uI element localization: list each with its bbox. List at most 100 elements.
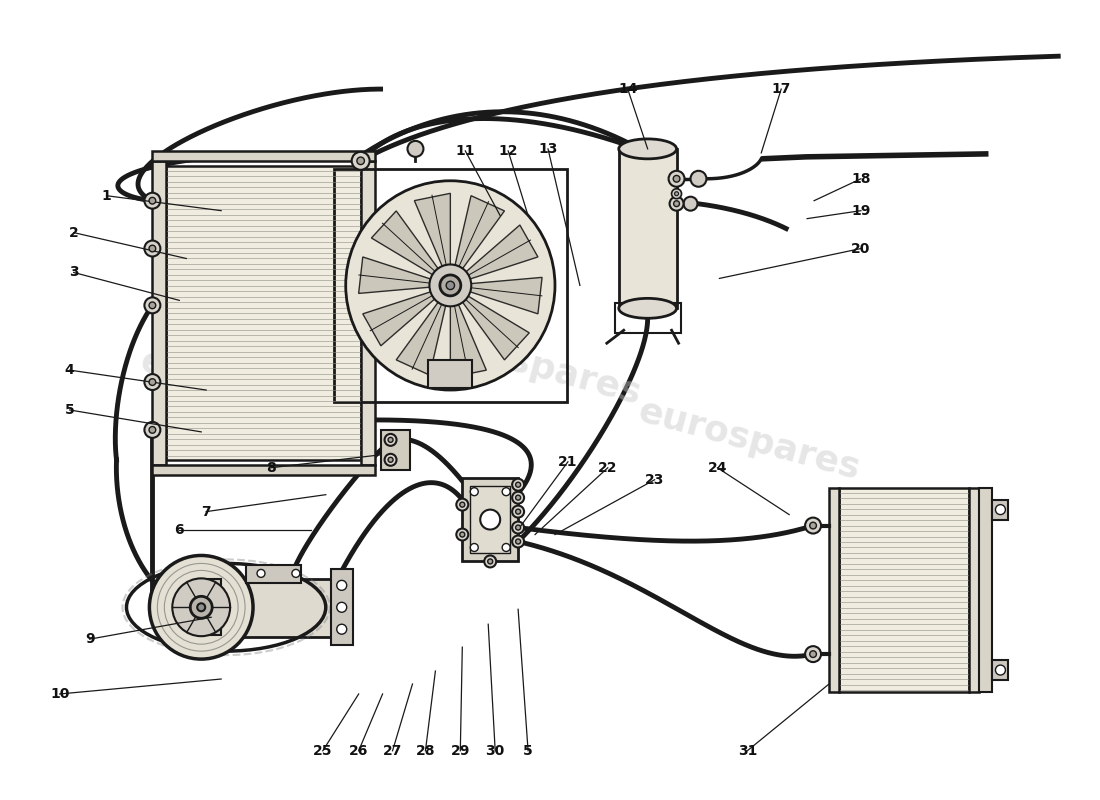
Ellipse shape xyxy=(619,139,676,159)
Bar xyxy=(428,360,472,388)
Polygon shape xyxy=(363,292,434,346)
Text: 18: 18 xyxy=(851,172,871,186)
Text: 1: 1 xyxy=(101,189,111,202)
Circle shape xyxy=(460,532,465,537)
Circle shape xyxy=(429,265,471,306)
Bar xyxy=(381,430,410,470)
Circle shape xyxy=(148,378,156,386)
Circle shape xyxy=(197,603,206,611)
Text: 13: 13 xyxy=(538,142,558,156)
Bar xyxy=(968,488,979,692)
Polygon shape xyxy=(455,196,505,269)
Polygon shape xyxy=(359,257,430,294)
Text: 5: 5 xyxy=(524,744,534,758)
Text: 8: 8 xyxy=(266,461,276,474)
Circle shape xyxy=(487,559,493,564)
Circle shape xyxy=(810,650,816,658)
Polygon shape xyxy=(466,225,538,279)
Bar xyxy=(153,161,166,465)
Text: 29: 29 xyxy=(451,744,470,758)
Circle shape xyxy=(190,596,212,618)
Circle shape xyxy=(481,510,500,530)
Circle shape xyxy=(460,502,465,507)
Circle shape xyxy=(516,482,520,487)
Circle shape xyxy=(456,529,469,541)
Circle shape xyxy=(337,580,346,590)
Polygon shape xyxy=(396,302,446,375)
Circle shape xyxy=(471,543,478,551)
Polygon shape xyxy=(372,211,438,274)
Text: 22: 22 xyxy=(598,461,617,474)
Circle shape xyxy=(144,193,161,209)
Circle shape xyxy=(388,458,393,462)
Bar xyxy=(979,488,992,692)
Polygon shape xyxy=(471,278,542,314)
Circle shape xyxy=(516,525,520,530)
Circle shape xyxy=(691,170,706,186)
Circle shape xyxy=(805,646,821,662)
Circle shape xyxy=(673,201,680,206)
Bar xyxy=(615,303,681,334)
Bar xyxy=(992,500,1009,519)
Circle shape xyxy=(513,535,524,547)
Circle shape xyxy=(996,665,1005,675)
Circle shape xyxy=(503,543,510,551)
Circle shape xyxy=(352,152,370,170)
Circle shape xyxy=(503,488,510,496)
Circle shape xyxy=(356,157,364,165)
Circle shape xyxy=(516,539,520,544)
Circle shape xyxy=(996,505,1005,514)
Text: 3: 3 xyxy=(69,266,78,279)
Bar xyxy=(471,486,510,554)
Circle shape xyxy=(144,422,161,438)
Circle shape xyxy=(513,506,524,518)
Text: 24: 24 xyxy=(707,461,727,474)
Text: 14: 14 xyxy=(618,82,638,96)
Text: 2: 2 xyxy=(69,226,78,239)
Polygon shape xyxy=(415,194,450,266)
Text: eurospares: eurospares xyxy=(635,394,865,486)
Circle shape xyxy=(447,282,454,290)
Text: 20: 20 xyxy=(851,242,870,255)
Circle shape xyxy=(407,141,424,157)
Circle shape xyxy=(673,175,680,182)
Circle shape xyxy=(513,492,524,504)
Circle shape xyxy=(148,302,156,309)
Circle shape xyxy=(516,495,520,500)
Text: 25: 25 xyxy=(314,744,332,758)
Text: 19: 19 xyxy=(851,204,870,218)
Text: 11: 11 xyxy=(455,144,475,158)
Circle shape xyxy=(388,438,393,442)
Bar xyxy=(992,660,1009,680)
Circle shape xyxy=(144,374,161,390)
Circle shape xyxy=(810,522,816,529)
Circle shape xyxy=(337,624,346,634)
Circle shape xyxy=(385,454,396,466)
Text: 6: 6 xyxy=(175,522,184,537)
Polygon shape xyxy=(450,305,486,378)
Circle shape xyxy=(456,498,469,510)
Text: 5: 5 xyxy=(65,403,75,417)
Circle shape xyxy=(385,434,396,446)
Bar xyxy=(839,488,968,692)
Bar xyxy=(201,579,221,635)
Text: eurospares: eurospares xyxy=(136,344,366,436)
Text: 28: 28 xyxy=(416,744,436,758)
Text: 27: 27 xyxy=(383,744,403,758)
Circle shape xyxy=(669,170,684,186)
Circle shape xyxy=(672,189,682,198)
Text: 30: 30 xyxy=(485,744,505,758)
Text: 9: 9 xyxy=(85,632,95,646)
Circle shape xyxy=(674,192,679,196)
Circle shape xyxy=(670,197,683,210)
Circle shape xyxy=(292,570,300,578)
Circle shape xyxy=(513,478,524,490)
Bar xyxy=(331,570,353,645)
Circle shape xyxy=(257,570,265,578)
Circle shape xyxy=(148,198,156,204)
Text: 12: 12 xyxy=(498,144,518,158)
Bar xyxy=(166,166,361,460)
Text: 23: 23 xyxy=(645,473,664,486)
Bar xyxy=(619,149,676,308)
Text: 31: 31 xyxy=(738,744,757,758)
